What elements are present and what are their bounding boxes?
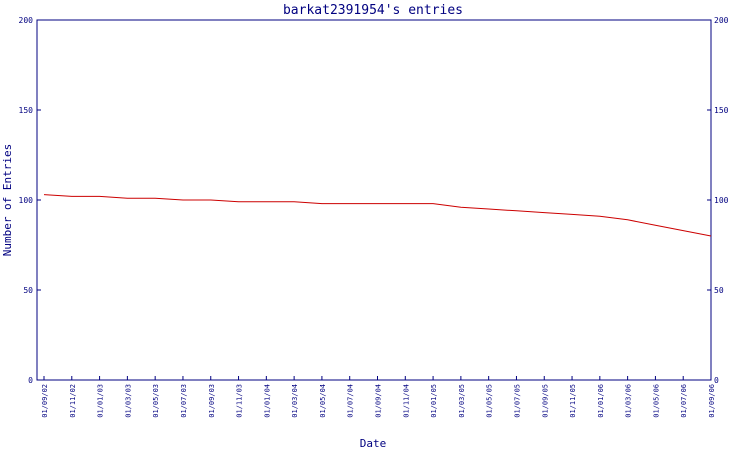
y-tick-label-right: 100 bbox=[714, 196, 729, 205]
x-tick-label: 01/01/03 bbox=[97, 384, 105, 418]
x-tick-label: 01/09/04 bbox=[375, 384, 383, 418]
y-axis-left: 0 50 100 150 200 bbox=[19, 16, 41, 385]
y-tick-label-left: 50 bbox=[23, 286, 33, 295]
x-tick-label: 01/05/05 bbox=[486, 384, 494, 418]
y-tick-label-left: 150 bbox=[19, 106, 34, 115]
y-axis-label: Number of Entries bbox=[1, 144, 14, 257]
x-tick-label: 01/03/03 bbox=[124, 384, 132, 418]
x-axis-label: Date bbox=[360, 437, 387, 450]
y-tick-label-right: 200 bbox=[714, 16, 729, 25]
x-tick-label: 01/11/02 bbox=[69, 384, 77, 418]
x-tick-label: 01/07/05 bbox=[513, 384, 521, 418]
y-tick-label-left: 100 bbox=[19, 196, 34, 205]
y-tick-label-right: 0 bbox=[714, 376, 719, 385]
y-tick-label-left: 0 bbox=[28, 376, 33, 385]
x-tick-label: 01/01/06 bbox=[597, 384, 605, 418]
x-tick-label: 01/09/05 bbox=[541, 384, 549, 418]
chart-title: barkat2391954's entries bbox=[283, 3, 463, 18]
x-tick-label: 01/01/04 bbox=[263, 384, 271, 418]
x-tick-label: 01/11/04 bbox=[402, 384, 410, 418]
x-tick-label: 01/05/03 bbox=[152, 384, 160, 418]
x-tick-label: 01/09/03 bbox=[208, 384, 216, 418]
x-tick-label: 01/07/06 bbox=[680, 384, 688, 418]
y-tick-label-right: 50 bbox=[714, 286, 724, 295]
x-tick-label: 01/05/04 bbox=[319, 384, 327, 418]
x-tick-label: 01/03/04 bbox=[291, 384, 299, 418]
x-tick-label: 01/11/03 bbox=[236, 384, 244, 418]
x-tick-label: 01/07/04 bbox=[347, 384, 355, 418]
x-tick-label: 01/03/06 bbox=[625, 384, 633, 418]
y-tick-label-left: 200 bbox=[19, 16, 34, 25]
x-tick-label: 01/11/05 bbox=[569, 384, 577, 418]
plot-area-frame bbox=[36, 19, 712, 381]
x-tick-label: 01/09/06 bbox=[708, 384, 716, 418]
y-tick-label-right: 150 bbox=[714, 106, 729, 115]
series-line bbox=[43, 194, 712, 237]
series-group bbox=[43, 194, 712, 237]
x-tick-label: 01/09/02 bbox=[41, 384, 49, 418]
x-tick-label: 01/05/06 bbox=[652, 384, 660, 418]
x-tick-label: 01/03/05 bbox=[458, 384, 466, 418]
x-tick-label: 01/01/05 bbox=[430, 384, 438, 418]
y-axis-right: 0 50 100 150 200 bbox=[707, 16, 729, 385]
x-tick-label: 01/07/03 bbox=[180, 384, 188, 418]
x-axis: 01/09/02 01/11/02 01/01/03 01/03/03 01/05/03… bbox=[41, 376, 716, 418]
